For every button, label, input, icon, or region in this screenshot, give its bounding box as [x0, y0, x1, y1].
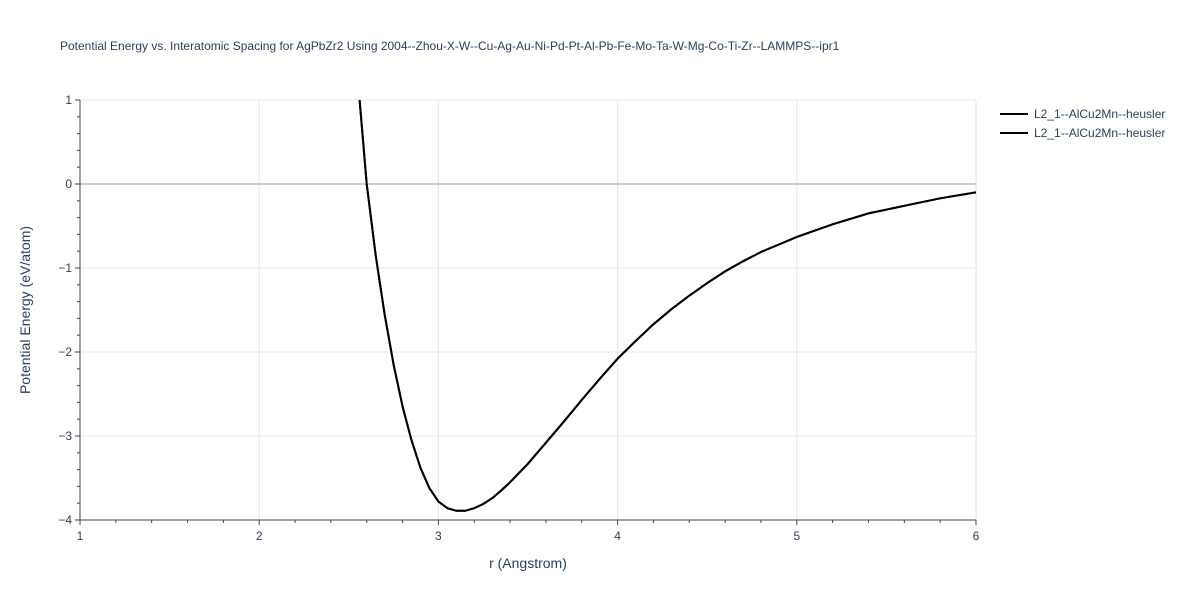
x-tick-label: 6	[973, 529, 980, 543]
grid-layer	[80, 99, 977, 520]
y-tick-label: 1	[65, 93, 72, 107]
x-tick-label: 1	[77, 529, 84, 543]
x-axis-title: r (Angstrom)	[489, 555, 567, 571]
x-tick-label: 5	[793, 529, 800, 543]
axes-layer: 1 2 3 4 5 6 −4 −3 −2 −1 0 1	[58, 93, 979, 543]
x-tick-label: 2	[256, 529, 263, 543]
y-axis-title: Potential Energy (eV/atom)	[17, 226, 33, 394]
y-tick-label: −1	[58, 261, 72, 275]
plot-area	[358, 100, 976, 512]
legend-label[interactable]: L2_1--AlCu2Mn--heusler	[1034, 126, 1165, 140]
chart-title: Potential Energy vs. Interatomic Spacing…	[60, 39, 840, 53]
y-tick-label: −2	[58, 345, 72, 359]
y-tick-label: 0	[65, 177, 72, 191]
y-tick-label: −3	[58, 429, 72, 443]
x-tick-label: 3	[435, 529, 442, 543]
series-line	[358, 100, 976, 512]
x-tick-label: 4	[614, 529, 621, 543]
legend[interactable]: L2_1--AlCu2Mn--heusler L2_1--AlCu2Mn--heu…	[1000, 107, 1165, 140]
legend-label[interactable]: L2_1--AlCu2Mn--heusler	[1034, 107, 1165, 121]
series-line	[358, 100, 976, 512]
y-tick-label: −4	[58, 513, 72, 527]
